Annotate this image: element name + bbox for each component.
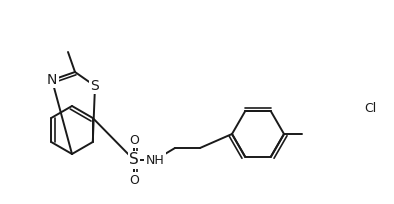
Text: S: S	[129, 153, 139, 167]
Text: S: S	[91, 79, 99, 93]
Text: NH: NH	[146, 153, 164, 166]
Text: Cl: Cl	[364, 102, 376, 114]
Text: N: N	[47, 73, 57, 87]
Text: O: O	[129, 173, 139, 186]
Text: O: O	[129, 133, 139, 146]
